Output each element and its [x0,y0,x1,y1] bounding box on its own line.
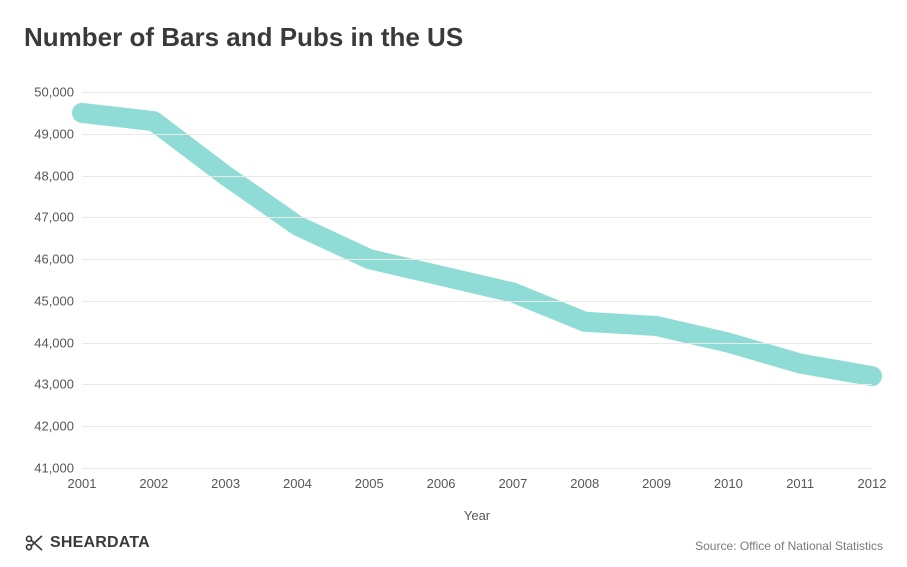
grid-line [82,468,872,469]
x-tick-label: 2009 [642,468,671,491]
brand-name: SHEARDATA [50,534,150,552]
grid-line [82,259,872,260]
x-tick-label: 2012 [858,468,887,491]
y-tick-label: 50,000 [34,85,82,100]
grid-line [82,301,872,302]
x-tick-label: 2003 [211,468,240,491]
series-layer [82,92,872,468]
series-line [82,113,872,376]
x-tick-label: 2007 [498,468,527,491]
scissors-icon [24,533,44,553]
y-tick-label: 44,000 [34,335,82,350]
x-tick-label: 2001 [68,468,97,491]
grid-line [82,176,872,177]
grid-line [82,92,872,93]
source-text: Source: Office of National Statistics [695,539,883,553]
y-tick-label: 42,000 [34,419,82,434]
y-tick-label: 48,000 [34,168,82,183]
y-tick-label: 43,000 [34,377,82,392]
x-tick-label: 2010 [714,468,743,491]
chart-area: 41,00042,00043,00044,00045,00046,00047,0… [82,92,872,468]
grid-line [82,217,872,218]
grid-line [82,343,872,344]
chart-title: Number of Bars and Pubs in the US [24,22,883,53]
plot-area: 41,00042,00043,00044,00045,00046,00047,0… [82,92,872,468]
chart-container: Number of Bars and Pubs in the US 41,000… [0,0,907,567]
grid-line [82,426,872,427]
x-tick-label: 2006 [427,468,456,491]
y-tick-label: 46,000 [34,252,82,267]
y-tick-label: 45,000 [34,293,82,308]
x-tick-label: 2004 [283,468,312,491]
footer: SHEARDATA Source: Office of National Sta… [24,533,883,553]
x-tick-label: 2011 [786,468,814,491]
x-tick-label: 2002 [139,468,168,491]
grid-line [82,384,872,385]
grid-line [82,134,872,135]
x-tick-label: 2008 [570,468,599,491]
x-axis-title: Year [464,508,490,523]
y-tick-label: 47,000 [34,210,82,225]
y-tick-label: 49,000 [34,126,82,141]
x-tick-label: 2005 [355,468,384,491]
